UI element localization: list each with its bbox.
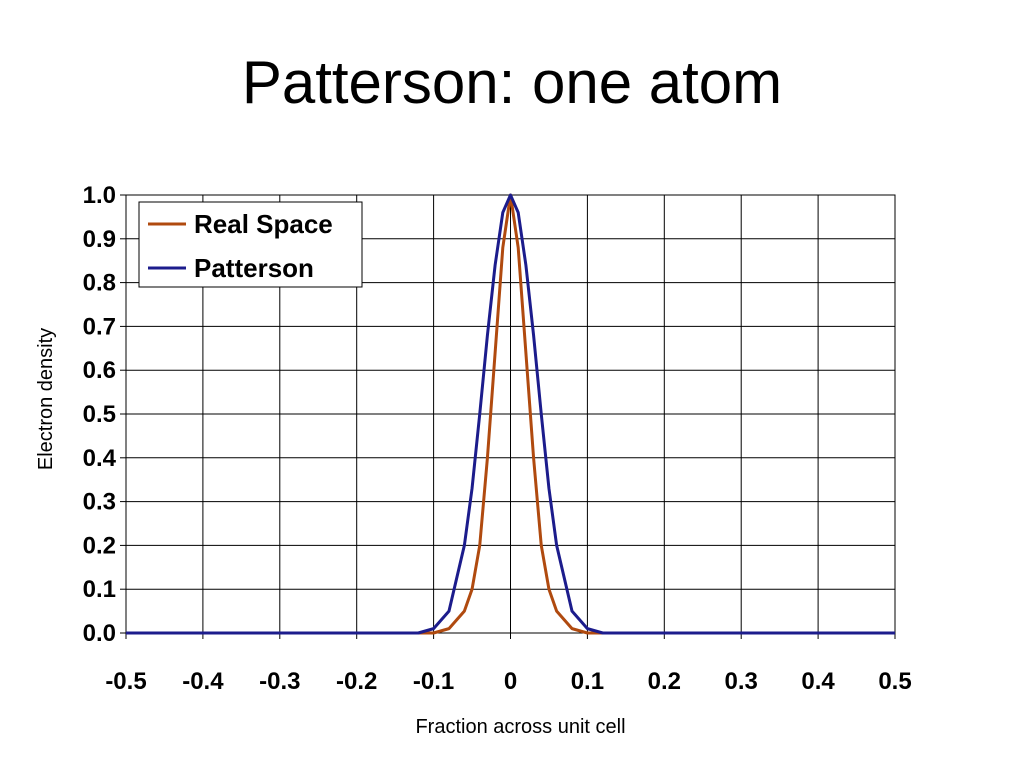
legend-label: Patterson: [194, 253, 314, 283]
y-axis-title: Electron density: [35, 328, 57, 470]
x-axis-ticks: -0.5 -0.4 -0.3 -0.2 -0.1 0 0.1 0.2 0.3 0.4 0.5: [105, 633, 912, 695]
x-tick-label: 0.2: [648, 668, 681, 695]
x-tick-label: 0.3: [725, 668, 758, 695]
x-tick-label: 0.1: [571, 668, 604, 695]
x-tick-label: -0.5: [105, 668, 146, 695]
x-tick-label: 0.4: [801, 668, 835, 695]
legend-box: [138, 201, 363, 288]
y-tick-label: 0.8: [83, 270, 116, 297]
slide-title: Patterson: one atom: [241, 49, 783, 116]
y-tick-label: 0.2: [83, 532, 116, 559]
y-tick-label: 0.7: [83, 313, 116, 340]
y-tick-label: 0.4: [83, 445, 117, 472]
legend-label: Real Space: [194, 209, 333, 239]
y-tick-label: 0.9: [83, 226, 116, 253]
y-tick-label: 0.3: [83, 489, 116, 516]
x-tick-label: -0.3: [259, 668, 300, 695]
y-tick-label: 0.6: [83, 357, 116, 384]
y-tick-label: 0.1: [83, 576, 116, 603]
y-tick-label: 1.0: [83, 182, 116, 209]
series-line-patterson: [126, 193, 895, 635]
series-lines: [126, 193, 895, 635]
x-tick-label: 0: [504, 668, 517, 695]
y-tick-label: 0.0: [83, 620, 116, 647]
x-tick-label: 0.5: [878, 668, 911, 695]
x-axis-title: Fraction across unit cell: [415, 716, 625, 738]
y-axis-ticks: 0.0 0.1 0.2 0.3 0.4 0.5 0.6 0.7 0.8 0.9 1.0: [83, 182, 126, 647]
x-tick-label: -0.4: [182, 668, 224, 695]
x-tick-label: -0.1: [413, 668, 454, 695]
y-tick-label: 0.5: [83, 401, 116, 428]
legend: Real Space Patterson: [138, 201, 363, 288]
x-tick-label: -0.2: [336, 668, 377, 695]
